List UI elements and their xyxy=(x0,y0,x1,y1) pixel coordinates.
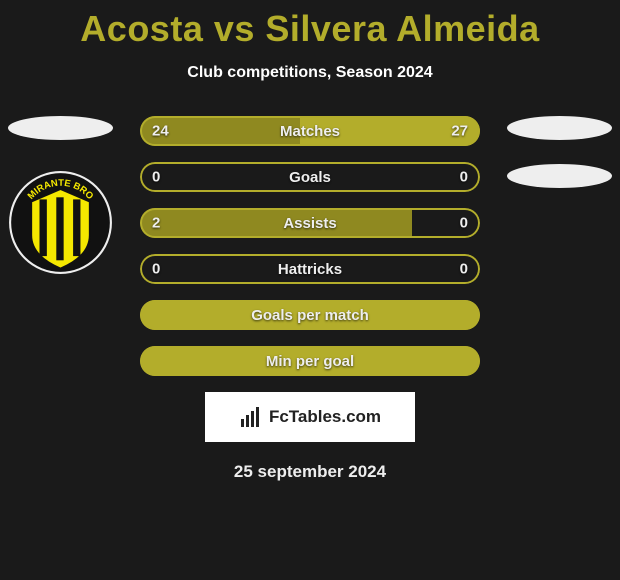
player1-club-badge: MIRANTE BRO xyxy=(8,170,113,275)
date-line: 25 september 2024 xyxy=(0,462,620,482)
stat-value-left: 2 xyxy=(152,215,160,232)
bar-left xyxy=(140,208,412,238)
stat-label: Goals per match xyxy=(251,307,369,324)
stat-label: Assists xyxy=(283,215,336,232)
stat-label: Goals xyxy=(289,169,331,186)
player1-flag-oval xyxy=(8,116,113,140)
player2-flag-oval xyxy=(507,116,612,140)
stat-row-hattricks: 0 0 Hattricks xyxy=(140,254,480,284)
chart-icon xyxy=(239,405,263,429)
stat-row-goals-per-match: Goals per match xyxy=(140,300,480,330)
subtitle: Club competitions, Season 2024 xyxy=(0,64,620,82)
stat-value-right: 27 xyxy=(451,123,468,140)
content-area: MIRANTE BRO 24 27 Matches 0 0 Goals 2 0 Assists 0… xyxy=(0,116,620,482)
stat-row-goals: 0 0 Goals xyxy=(140,162,480,192)
stat-row-min-per-goal: Min per goal xyxy=(140,346,480,376)
player2-flag-oval-2 xyxy=(507,164,612,188)
stat-value-left: 0 xyxy=(152,261,160,278)
stat-label: Matches xyxy=(280,123,340,140)
page-title: Acosta vs Silvera Almeida xyxy=(0,0,620,50)
stat-label: Min per goal xyxy=(266,353,354,370)
stat-value-left: 0 xyxy=(152,169,160,186)
fctables-logo: FcTables.com xyxy=(205,392,415,442)
flags-right xyxy=(507,116,612,218)
stat-label: Hattricks xyxy=(278,261,342,278)
stat-bars: 24 27 Matches 0 0 Goals 2 0 Assists 0 0 Hattricks Go… xyxy=(140,116,480,376)
stat-value-right: 0 xyxy=(460,261,468,278)
logo-text: FcTables.com xyxy=(269,407,381,427)
stat-row-matches: 24 27 Matches xyxy=(140,116,480,146)
title-text: Acosta vs Silvera Almeida xyxy=(80,8,539,49)
stat-value-left: 24 xyxy=(152,123,169,140)
stat-row-assists: 2 0 Assists xyxy=(140,208,480,238)
stat-value-right: 0 xyxy=(460,215,468,232)
flags-left: MIRANTE BRO xyxy=(8,116,113,275)
stat-value-right: 0 xyxy=(460,169,468,186)
club-badge-svg: MIRANTE BRO xyxy=(8,170,113,275)
